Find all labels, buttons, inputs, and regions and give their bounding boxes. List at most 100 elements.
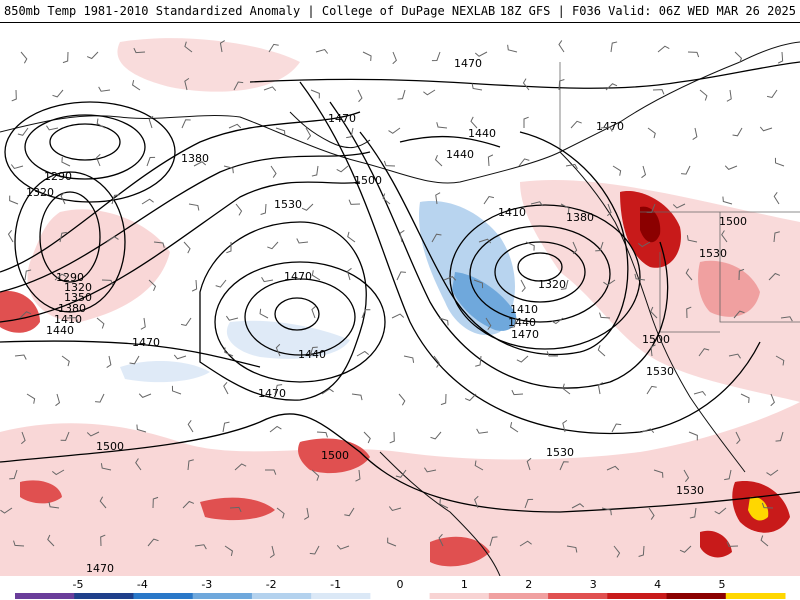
wind-barb	[389, 431, 395, 444]
contour-label: 1470	[284, 270, 312, 283]
colorbar-swatch	[548, 593, 608, 599]
wind-barb	[265, 469, 277, 475]
wind-barb	[48, 501, 60, 509]
contour-label: 1320	[26, 186, 54, 199]
wind-barb	[724, 165, 738, 170]
contour-label: 1470	[258, 387, 286, 400]
wind-barb	[641, 165, 647, 179]
wind-barb	[24, 269, 32, 281]
wind-barb	[222, 421, 230, 433]
wind-barb	[438, 317, 449, 326]
wind-barb	[194, 544, 207, 550]
wind-barb	[423, 89, 436, 96]
wind-barb	[233, 81, 244, 91]
wind-barb	[260, 203, 267, 215]
wind-barb	[597, 382, 603, 395]
wind-barb	[344, 507, 355, 517]
wind-barb	[546, 351, 558, 357]
wind-barb	[96, 153, 101, 167]
wind-barb	[600, 126, 613, 132]
wind-barb	[558, 40, 565, 53]
wind-barb	[558, 79, 565, 91]
wind-barb	[395, 469, 407, 478]
wind-barb	[775, 355, 785, 366]
wind-barb	[54, 273, 67, 281]
wind-barb	[509, 317, 517, 329]
contour-label: 1440	[446, 148, 474, 161]
wind-barb	[768, 272, 781, 281]
wind-barb	[688, 431, 698, 441]
wind-barb	[259, 308, 269, 319]
colorbar-tick-label: 5	[719, 578, 726, 591]
colorbar-swatches	[15, 593, 786, 599]
wind-barb	[146, 156, 156, 167]
model-run-info: 18Z GFS | F036 Valid: 06Z WED MAR 26 202…	[499, 4, 796, 18]
wind-barb	[526, 457, 532, 471]
wind-barb	[363, 431, 371, 444]
wind-barb	[99, 496, 107, 509]
wind-barb	[382, 193, 391, 205]
wind-barb	[689, 507, 697, 519]
wind-barb	[775, 431, 784, 442]
wind-barb	[187, 459, 194, 471]
wind-barb	[474, 51, 488, 57]
wind-barb	[224, 545, 234, 557]
wind-barb	[686, 235, 698, 243]
contour-label: 1380	[181, 152, 209, 165]
contour-label: 1530	[546, 446, 574, 459]
wind-barb	[141, 198, 154, 205]
wind-barb	[519, 540, 532, 547]
wind-barb	[652, 89, 665, 95]
colorbar-tick-label: 0	[397, 578, 404, 591]
colorbar-swatch	[192, 593, 253, 599]
colorbar-tick-label: -3	[201, 578, 212, 591]
wind-barb	[638, 545, 645, 557]
wind-barb	[489, 536, 498, 547]
wind-barb	[59, 231, 67, 243]
wind-barb	[524, 498, 534, 509]
wind-barb	[96, 317, 105, 329]
wind-barb	[525, 241, 535, 251]
wind-barb	[129, 355, 140, 365]
wind-barb	[267, 241, 279, 250]
wind-barb	[46, 125, 59, 131]
wind-barb	[321, 388, 334, 395]
wind-barb	[13, 540, 25, 547]
wind-barb	[733, 310, 745, 319]
wind-barb	[173, 354, 187, 360]
wind-barb	[392, 51, 397, 65]
wind-barb	[219, 40, 225, 53]
wind-barb	[777, 51, 784, 64]
wind-barb	[101, 279, 114, 286]
wind-barb	[595, 241, 604, 252]
wind-barb	[223, 381, 229, 395]
wind-barb	[19, 311, 32, 319]
wind-barb	[336, 544, 350, 550]
wind-barb	[235, 203, 243, 216]
wind-barb	[362, 51, 372, 61]
wind-barb	[439, 499, 449, 509]
colorbar-tick-label: 4	[654, 578, 661, 591]
wind-barb	[681, 165, 691, 175]
wind-barb	[9, 469, 18, 480]
contour-label: 1470	[454, 57, 482, 70]
wind-barb	[474, 460, 484, 471]
wind-barb	[55, 393, 61, 407]
wind-barb	[357, 89, 363, 103]
wind-barb	[14, 354, 27, 360]
wind-barb	[301, 203, 314, 211]
contour-label: 1320	[538, 278, 566, 291]
contour-label: 1440	[298, 348, 326, 361]
wind-barb	[399, 230, 405, 243]
wind-barb	[276, 507, 285, 519]
wind-barb	[650, 306, 658, 319]
wind-barb	[351, 393, 363, 401]
wind-barb	[773, 192, 780, 205]
wind-barb	[434, 154, 443, 167]
wind-barb	[223, 165, 234, 174]
wind-barb	[229, 506, 242, 513]
wind-barb	[106, 355, 112, 368]
wind-barb	[226, 242, 232, 254]
wind-barb	[634, 273, 646, 281]
wind-barb	[152, 496, 159, 509]
